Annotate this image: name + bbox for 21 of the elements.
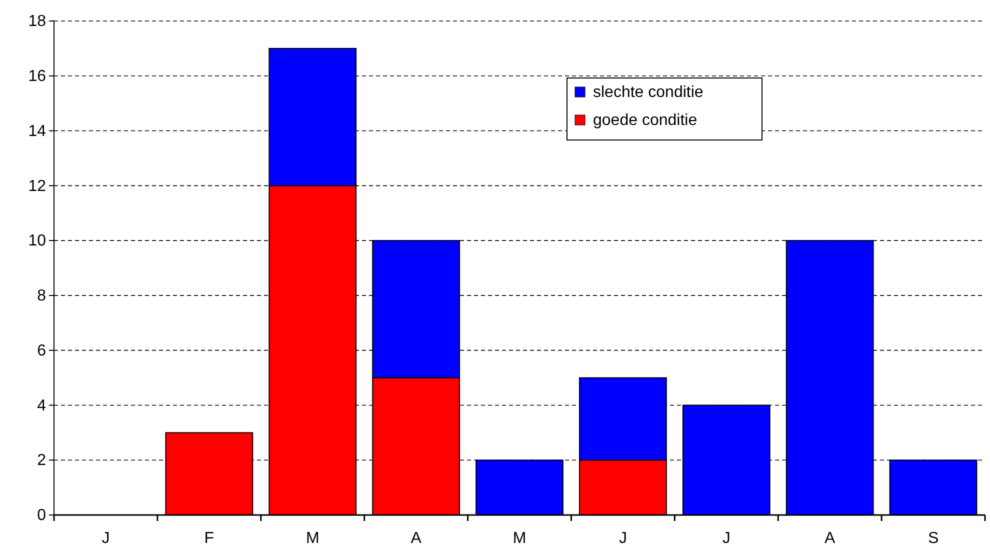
x-tick-label: F xyxy=(204,530,214,547)
y-tick-label: 4 xyxy=(37,397,46,414)
y-tick-label: 0 xyxy=(37,507,46,524)
y-tick-label: 12 xyxy=(28,178,46,195)
y-tick-label: 6 xyxy=(37,342,46,360)
x-tick-label: M xyxy=(306,530,320,547)
y-tick-label: 18 xyxy=(28,13,46,30)
legend-label: slechte conditie xyxy=(593,84,704,101)
x-tick-label: M xyxy=(512,530,526,547)
legend-label: goede conditie xyxy=(593,112,698,129)
y-tick-label: 8 xyxy=(37,288,46,305)
x-tick-label: J xyxy=(102,530,110,547)
x-tick-label: A xyxy=(410,530,422,547)
x-tick-label: A xyxy=(824,530,836,547)
x-tick-label: S xyxy=(928,530,939,547)
x-tick-label: J xyxy=(722,530,730,547)
y-tick-label: 10 xyxy=(28,232,46,250)
y-tick-label: 2 xyxy=(37,452,46,470)
y-tick-label: 16 xyxy=(28,68,46,86)
x-tick-label: J xyxy=(618,530,627,547)
y-tick-label: 14 xyxy=(28,122,46,140)
